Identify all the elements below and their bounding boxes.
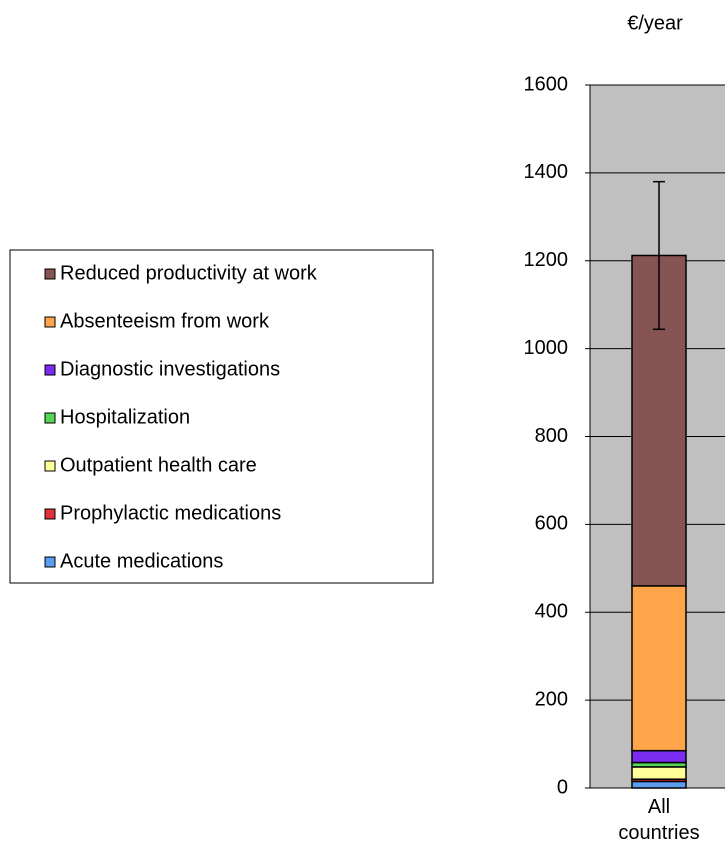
bar-segment xyxy=(631,780,687,789)
legend-swatch xyxy=(44,316,56,328)
y-tick-label: 600 xyxy=(535,513,568,535)
y-tick-label: 200 xyxy=(535,688,568,710)
legend-label: Prophylactic medications xyxy=(60,502,281,524)
legend-swatch xyxy=(44,556,56,568)
y-axis-label: €/year xyxy=(627,12,683,34)
y-tick-label: 1600 xyxy=(524,73,569,95)
bar-segment xyxy=(631,585,687,752)
legend-label: Acute medications xyxy=(60,550,223,572)
bar-segment xyxy=(631,766,687,780)
legend-label: Diagnostic investigations xyxy=(60,358,280,380)
legend-swatch xyxy=(44,508,56,520)
legend-swatch xyxy=(44,460,56,472)
legend-swatch xyxy=(44,412,56,424)
y-tick-label: 800 xyxy=(535,425,568,447)
y-tick-label: 1000 xyxy=(524,337,569,359)
y-tick-label: 1200 xyxy=(524,249,569,271)
legend-label: Absenteeism from work xyxy=(60,310,270,332)
legend-label: Outpatient health care xyxy=(60,454,257,476)
legend-swatch xyxy=(44,364,56,376)
legend-label: Reduced productivity at work xyxy=(60,262,318,284)
legend-swatch xyxy=(44,268,56,280)
y-tick-label: 400 xyxy=(535,601,568,623)
y-tick-label: 1400 xyxy=(524,161,569,183)
legend-label: Hospitalization xyxy=(60,406,190,428)
legend-box xyxy=(9,249,434,584)
y-tick-label: 0 xyxy=(557,776,568,798)
bar-segment xyxy=(631,749,687,764)
x-tick-label: All countries xyxy=(618,796,699,844)
